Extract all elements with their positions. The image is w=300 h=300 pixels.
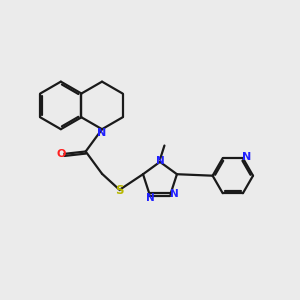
Text: N: N xyxy=(156,156,165,166)
Text: N: N xyxy=(146,193,154,203)
Text: O: O xyxy=(56,149,65,159)
Text: S: S xyxy=(116,184,124,196)
Text: N: N xyxy=(170,189,179,199)
Text: N: N xyxy=(242,152,251,162)
Text: N: N xyxy=(98,128,106,138)
